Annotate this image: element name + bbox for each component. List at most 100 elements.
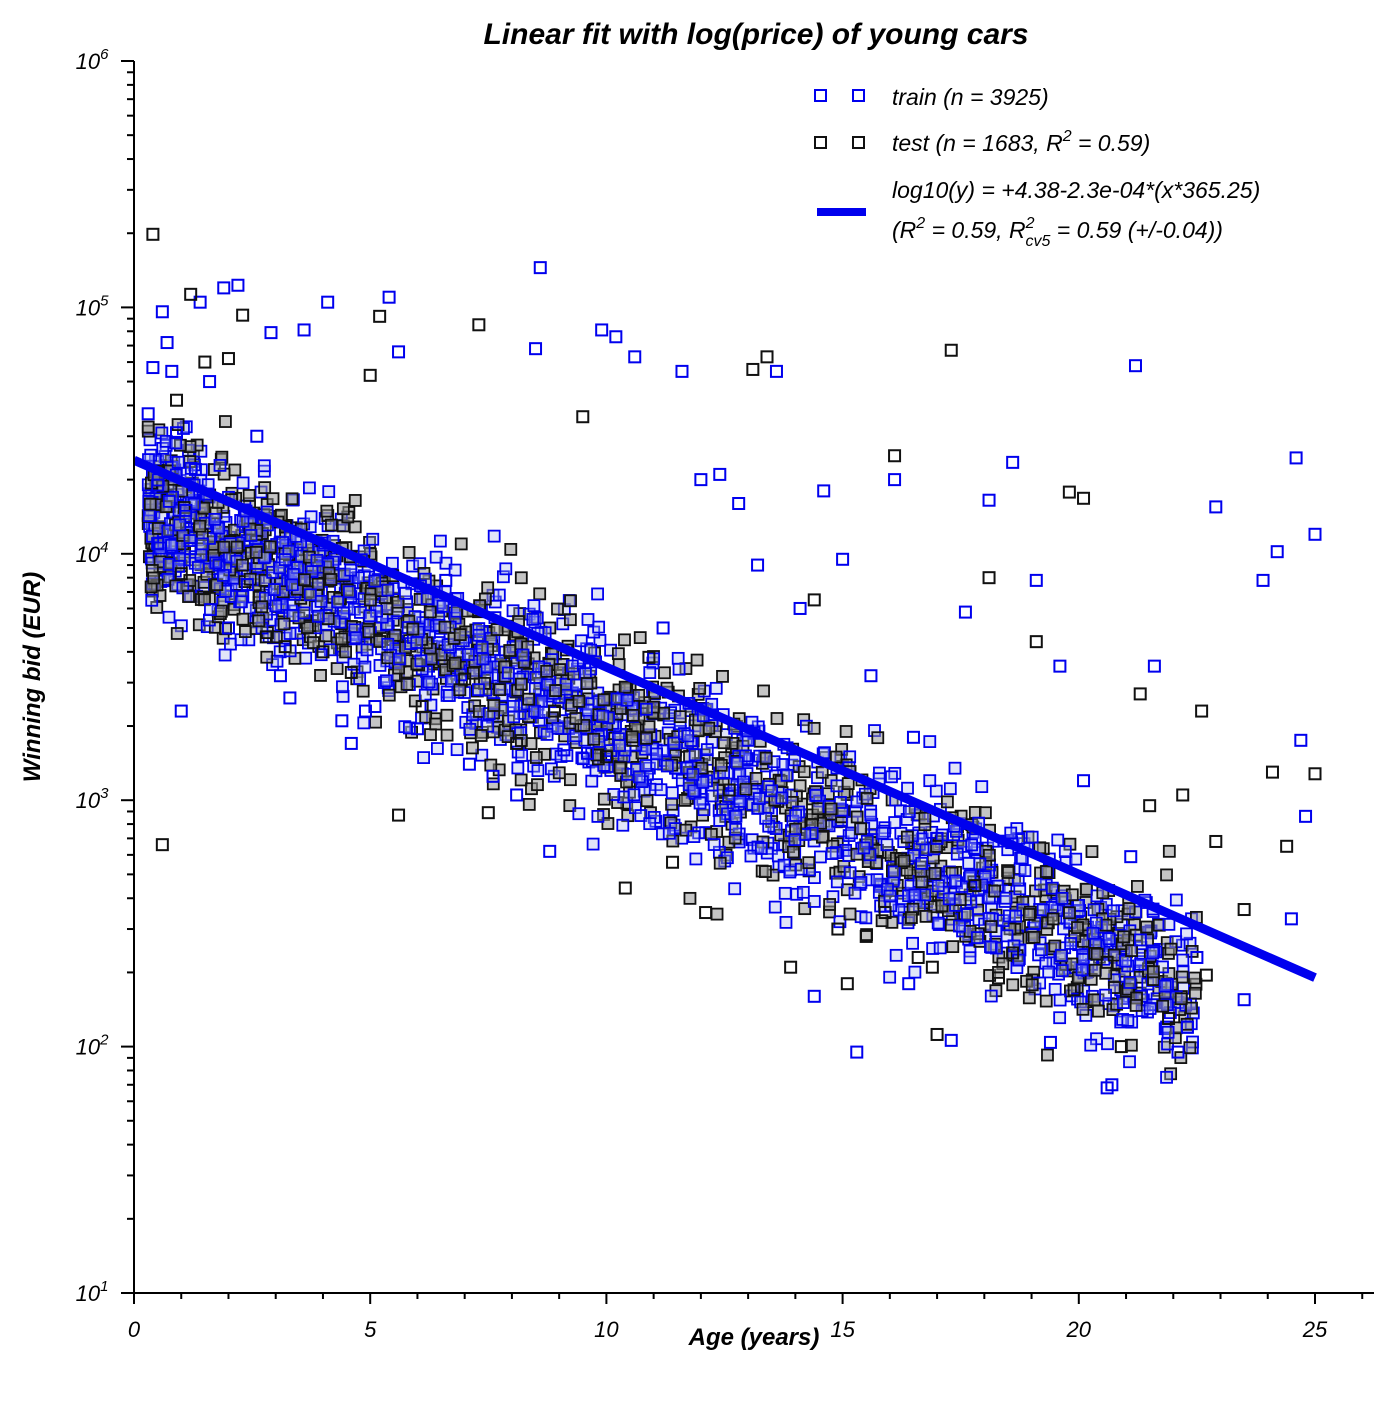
test-point (1157, 1040, 1171, 1054)
test-point (177, 501, 191, 514)
test-point (214, 604, 228, 618)
test-point (314, 669, 327, 682)
train-point (739, 749, 752, 763)
test-point (423, 605, 437, 619)
test-point (683, 891, 697, 905)
test-point (1133, 687, 1147, 701)
test-point (627, 708, 640, 722)
test-point (613, 761, 627, 775)
train-point (1075, 963, 1089, 977)
test-point (481, 806, 495, 820)
train-point (1190, 950, 1204, 964)
train-point (1043, 1035, 1057, 1049)
test-point (406, 622, 420, 636)
train-point (514, 699, 528, 713)
train-point (657, 744, 670, 758)
train-point (342, 585, 356, 599)
test-point (1022, 908, 1036, 921)
train-point (285, 578, 299, 592)
train-point (998, 895, 1012, 908)
train-point (1053, 993, 1067, 1007)
train-point (780, 768, 794, 782)
test-point (1071, 921, 1084, 934)
train-point (1180, 1020, 1194, 1034)
train-point (901, 781, 914, 795)
test-point (1125, 944, 1138, 957)
test-point (1160, 868, 1173, 882)
train-point (876, 826, 889, 840)
test-point (618, 881, 632, 895)
test-point (1085, 845, 1099, 858)
train-point (864, 808, 878, 822)
test-point (717, 736, 731, 750)
test-point (193, 519, 207, 533)
test-point (875, 914, 889, 928)
train-point (1077, 774, 1091, 788)
test-point (759, 865, 772, 878)
train-point (170, 426, 184, 440)
train-point (273, 669, 287, 683)
train-point (1069, 852, 1083, 866)
test-point (915, 875, 929, 889)
test-point (533, 587, 547, 601)
train-point (595, 323, 609, 337)
test-point (679, 662, 693, 675)
train-point (1128, 359, 1142, 373)
test-point (646, 700, 660, 714)
train-point (650, 747, 663, 761)
train-point (1209, 500, 1223, 514)
test-point (982, 571, 996, 585)
train-point (888, 766, 902, 780)
dense-point-cloud (141, 415, 1203, 1084)
train-point (732, 497, 746, 511)
test-point (805, 818, 819, 831)
train-point (436, 599, 450, 613)
train-point (850, 1045, 864, 1059)
train-point (1114, 1015, 1128, 1029)
test-point (946, 940, 960, 954)
train-point (291, 561, 304, 575)
train-point (1004, 826, 1018, 840)
test-point (1237, 903, 1251, 917)
test-point (666, 855, 680, 869)
train-point (461, 648, 475, 661)
test-point (1176, 788, 1190, 802)
test-point (678, 793, 692, 807)
test-point (572, 694, 586, 708)
train-point (314, 648, 328, 662)
test-point (438, 620, 452, 634)
test-point (642, 720, 656, 734)
train-point (906, 936, 919, 950)
test-point (263, 540, 277, 554)
test-point (841, 777, 855, 791)
train-point (565, 659, 579, 673)
train-point (335, 714, 349, 728)
test-point (716, 669, 729, 683)
train-point (700, 743, 714, 756)
test-point (925, 960, 939, 974)
test-point (440, 728, 454, 742)
train-point (842, 829, 856, 842)
fit-line (134, 456, 1317, 982)
train-point (610, 692, 624, 706)
test-point (797, 765, 811, 779)
train-point (713, 814, 727, 827)
test-point (1188, 986, 1202, 1000)
train-point (551, 721, 565, 735)
train-point (510, 788, 524, 802)
train-point (219, 584, 232, 598)
train-point (705, 789, 719, 803)
x-tick-label: 25 (1302, 1317, 1328, 1342)
train-point (809, 788, 823, 802)
train-point (807, 895, 821, 908)
test-point (1088, 963, 1102, 977)
train-point (943, 782, 957, 796)
train-point (961, 908, 974, 921)
test-point (611, 647, 625, 661)
test-point (614, 702, 627, 715)
train-point (442, 689, 456, 702)
train-point (888, 473, 902, 487)
test-point (230, 540, 244, 554)
train-point (888, 816, 902, 829)
